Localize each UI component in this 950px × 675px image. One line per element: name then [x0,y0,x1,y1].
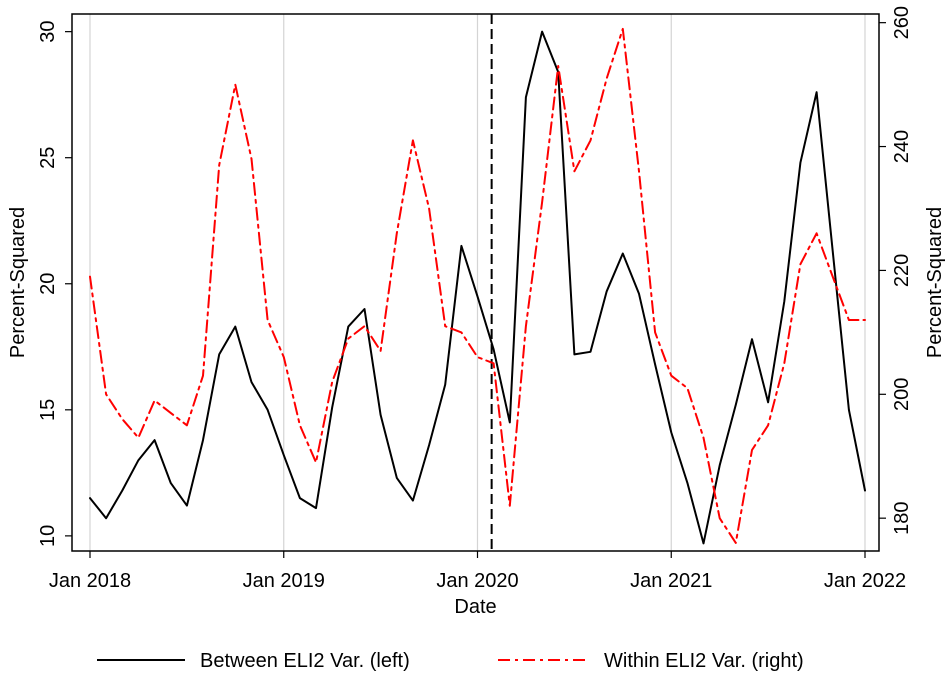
right-axis-title: Percent-Squared [924,207,946,358]
legend-label-between: Between ELI2 Var. (left) [200,650,410,672]
right-tick-label-0: 180 [891,501,913,534]
right-tick-label-2: 220 [891,254,913,287]
right-tick-label-3: 240 [891,130,913,163]
x-axis-title: Date [454,596,496,618]
left-tick-label-4: 30 [37,21,59,43]
x-tick-label-3: Jan 2021 [630,570,712,592]
right-tick-label-1: 200 [891,378,913,411]
axes-group: Jan 2018 Jan 2019 Jan 2020 Jan 2021 Jan 2022… [37,6,913,592]
x-tick-label-2: Jan 2020 [436,570,518,592]
x-tick-label-0: Jan 2018 [49,570,131,592]
series-line-0 [89,30,866,545]
x-tick-label-1: Jan 2019 [243,570,325,592]
series-group [89,27,866,545]
plot-frame [71,13,880,552]
left-tick-label-2: 20 [37,273,59,295]
x-tick-label-4: Jan 2022 [824,570,906,592]
left-tick-label-1: 15 [37,399,59,421]
left-axis-title: Percent-Squared [7,207,29,358]
right-tick-label-4: 260 [891,6,913,39]
left-tick-label-3: 25 [37,147,59,169]
vertical-grid [89,14,866,551]
series-line-1 [89,27,866,544]
legend: Between ELI2 Var. (left) Within ELI2 Var… [97,650,804,672]
legend-label-within: Within ELI2 Var. (right) [604,650,804,672]
left-tick-label-0: 10 [37,525,59,547]
